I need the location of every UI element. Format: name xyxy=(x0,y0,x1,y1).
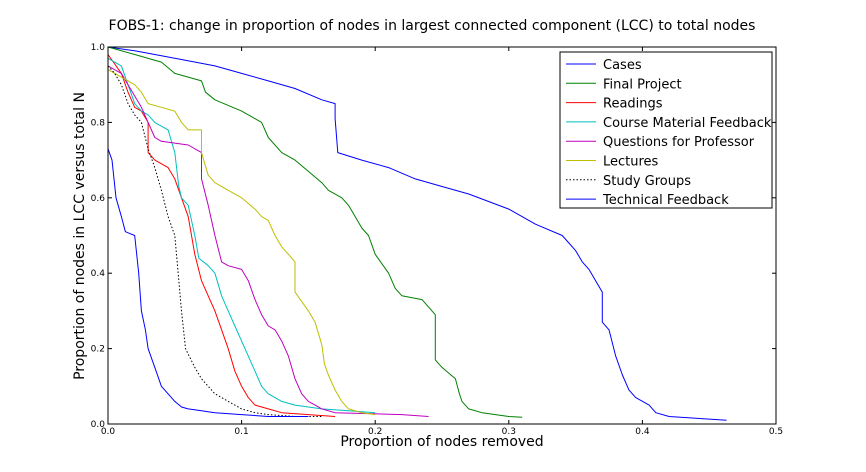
series-layer xyxy=(107,46,727,421)
series-line-2 xyxy=(107,54,336,417)
x-tick-label: 0.5 xyxy=(769,427,783,437)
legend-label: Technical Feedback xyxy=(602,193,729,208)
series-line-1 xyxy=(107,46,523,418)
x-tick-label: 0.0 xyxy=(101,427,116,437)
x-tick-label: 0.1 xyxy=(234,427,248,437)
legend-label: Course Material Feedback xyxy=(603,116,772,131)
legend-label: Readings xyxy=(603,97,663,112)
x-axis-label: Proportion of nodes removed xyxy=(340,434,543,450)
legend-label: Questions for Professor xyxy=(603,135,755,150)
y-tick-label: 1.0 xyxy=(91,43,106,53)
legend-label: Study Groups xyxy=(603,174,691,189)
y-tick-label: 0.2 xyxy=(91,345,105,355)
y-tick-label: 0.4 xyxy=(91,269,106,279)
x-tick-label: 0.2 xyxy=(368,427,382,437)
chart-title: FOBS-1: change in proportion of nodes in… xyxy=(109,18,756,34)
series-line-0 xyxy=(107,46,727,421)
axes-ticks: 0.0 0.1 0.2 0.3 0.4 0.5 0.0 0.2 0.4 0.6 0.8 1.0 xyxy=(91,43,783,437)
series-line-3 xyxy=(107,57,376,414)
series-line-4 xyxy=(107,65,429,417)
legend-box xyxy=(559,51,773,209)
y-tick-label: 0.6 xyxy=(91,194,106,204)
series-line-5 xyxy=(107,69,376,416)
series-line-6 xyxy=(107,65,322,417)
legend-label: Cases xyxy=(603,58,642,73)
legend-label: Final Project xyxy=(603,77,682,92)
x-tick-label: 0.4 xyxy=(635,427,650,437)
legend-label: Lectures xyxy=(603,155,659,170)
legend: Cases Final Project Readings Course Materia… xyxy=(559,51,773,209)
y-axis-label: Proportion of nodes in LCC versus total … xyxy=(72,92,88,380)
y-tick-label: 0.8 xyxy=(91,118,106,128)
x-tick-label: 0.3 xyxy=(502,427,516,437)
series-line-7 xyxy=(107,148,309,417)
y-tick-label: 0.0 xyxy=(91,420,106,430)
plot-frame xyxy=(107,46,777,425)
